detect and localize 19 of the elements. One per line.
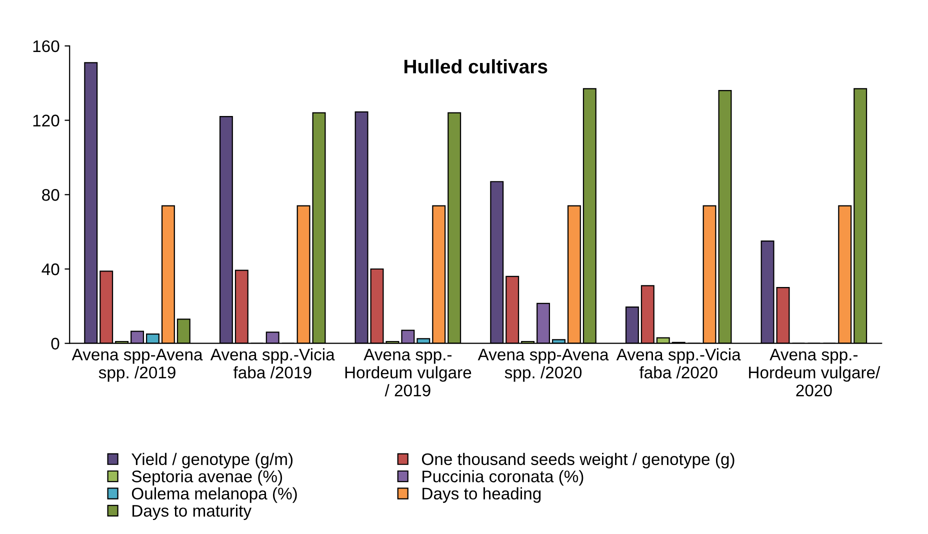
- y-tick-label: 160: [33, 40, 60, 52]
- x-tick-label: Avena spp.-Vicia faba /2020: [616, 348, 741, 378]
- x-tick-label: Avena spp.- Hordeum vulgare/ 2020: [749, 348, 880, 396]
- x-tick-label: Avena spp.-Vicia faba /2019: [210, 348, 335, 378]
- y-tick-label: 80: [42, 189, 60, 201]
- y-tick-label: 120: [33, 114, 60, 126]
- legend-label: Oulema melanopa (%): [132, 487, 297, 503]
- x-tick-label: Avena spp-Avena spp. /2019: [72, 348, 203, 382]
- legend-label: Septoria avenae (%): [132, 470, 282, 486]
- x-tick-label: Avena spp.- Hordeum vulgare / 2019: [345, 348, 472, 396]
- x-tick-label: Avena spp-Avena spp. /2020: [478, 348, 609, 382]
- legend-label: Puccinia coronata (%): [422, 470, 584, 486]
- y-tick-label: 40: [42, 263, 60, 276]
- legend-label: Days to heading: [422, 487, 541, 503]
- legend-label: Days to maturity: [132, 504, 252, 520]
- legend-label: Yield / genotype (g/m): [132, 452, 293, 468]
- legend-label: One thousand seeds weight / genotype (g): [422, 452, 734, 468]
- text: Hulled cultivars: [404, 59, 548, 74]
- y-tick-label: 0: [51, 338, 60, 350]
